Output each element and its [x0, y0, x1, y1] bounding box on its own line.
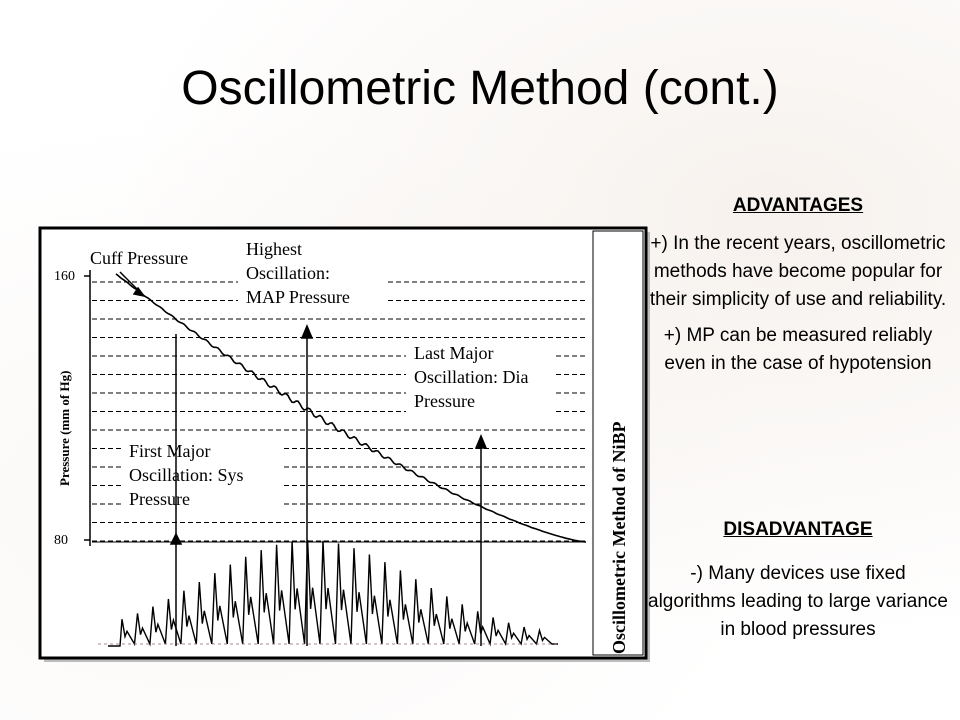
side-caption: Oscillometric Method of NiBP — [609, 422, 629, 654]
sys-annotation: First Major Oscillation: Sys Pressure — [129, 441, 248, 509]
dia-line-3: Pressure — [414, 391, 475, 411]
dia-label-bg — [406, 338, 556, 416]
sys-line-1: First Major — [129, 441, 211, 461]
dia-line-2: Oscillation: Dia — [414, 367, 528, 387]
map-line-2: Oscillation: — [246, 263, 330, 283]
map-annotation: Highest Oscillation: MAP Pressure — [246, 239, 350, 307]
advantages-section: ADVANTAGES +) In the recent years, oscil… — [648, 192, 948, 378]
sys-label-bg — [122, 436, 282, 516]
sys-line-3: Pressure — [129, 489, 190, 509]
oscillometric-figure: Oscillometric Method of NiBP 160 80 Pres… — [38, 226, 650, 662]
map-arrow-head — [300, 324, 314, 339]
y-axis-label: Pressure (mm of Hg) — [57, 371, 72, 486]
y-tick-80: 80 — [54, 533, 68, 548]
map-label-bg — [238, 234, 388, 316]
disadvantage-item: -) Many devices use fixed algorithms lea… — [648, 563, 948, 640]
dia-annotation: Last Major Oscillation: Dia Pressure — [414, 343, 533, 411]
cuff-pointer-head — [132, 286, 146, 298]
cuff-pressure-curve — [115, 273, 587, 543]
disadvantages-section: DISADVANTAGE -) Many devices use fixed a… — [648, 516, 948, 644]
map-line-3: MAP Pressure — [246, 287, 350, 307]
disadvantage-heading: DISADVANTAGE — [723, 519, 873, 540]
map-line-1: Highest — [246, 239, 302, 259]
cuff-pressure-label: Cuff Pressure — [90, 248, 188, 268]
advantages-heading: ADVANTAGES — [732, 195, 864, 216]
cuff-label-bg — [86, 244, 216, 270]
dia-arrow-head — [474, 434, 488, 449]
advantage-item: +) MP can be measured reliably even in t… — [663, 325, 933, 374]
sys-line-2: Oscillation: Sys — [129, 465, 244, 485]
y-tick-160: 160 — [54, 269, 75, 284]
side-caption-panel — [592, 230, 644, 656]
sys-arrow-head — [169, 532, 183, 545]
advantage-item: +) In the recent years, oscillometric me… — [649, 233, 947, 310]
slide-title: Oscillometric Method (cont.) — [181, 62, 779, 115]
dia-line-1: Last Major — [414, 343, 493, 363]
